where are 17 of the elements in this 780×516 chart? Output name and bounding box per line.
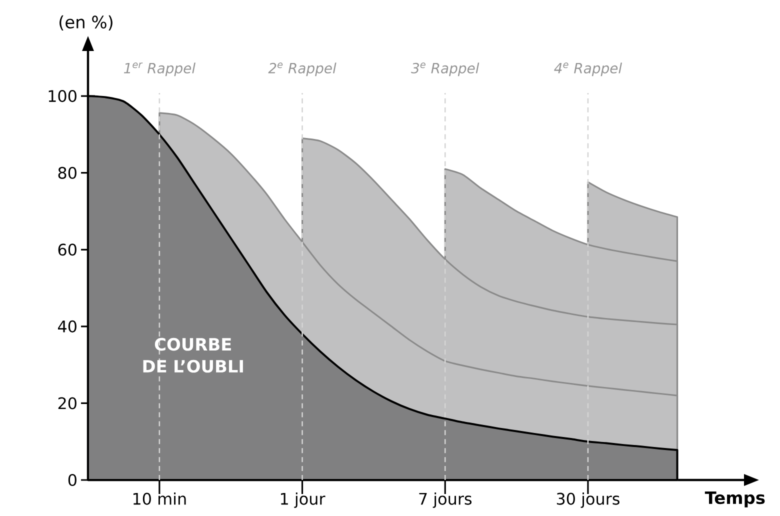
y-tick-label: 20 [58,397,76,410]
ref-line-label: 4$^{e}$ Rappel [554,62,622,76]
x-tick-label: 30 jours [556,492,620,508]
ref-line-label: 1$^{er}$ Rappel [124,62,196,76]
ref-line-label: 3$^{e}$ Rappel [411,62,480,76]
y-tick-label: 80 [58,166,76,179]
x-axis-title: Temps [704,492,765,508]
x-tick-label: 10 min [133,492,186,505]
x-tick-label: 7 jours [419,492,472,508]
y-tick-label: 100 [48,90,76,102]
y-axis-title: (en %) [60,15,112,30]
annotation: COURBE DE L’OUBLI [143,338,243,373]
y-tick-label: 60 [58,244,76,256]
x-tick-label: 1 jour [281,492,326,508]
y-tick-label: 40 [58,320,76,332]
ref-line-label: 2$^{e}$ Rappel [268,62,336,76]
y-tick-label: 0 [68,474,76,486]
